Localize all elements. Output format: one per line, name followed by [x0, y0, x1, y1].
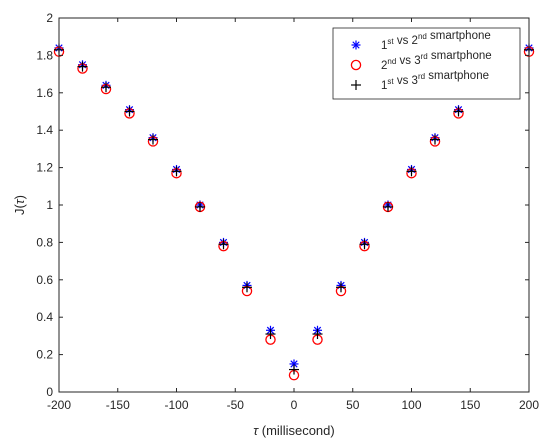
- y-tick-label: 0.4: [36, 310, 53, 324]
- x-tick-label: -50: [227, 398, 245, 412]
- data-point: [336, 282, 346, 293]
- data-point: [218, 239, 229, 250]
- y-tick-label: 0.8: [36, 235, 53, 249]
- data-point: [101, 82, 111, 93]
- data-point: [430, 134, 440, 145]
- x-axis-label-symbol: τ: [253, 423, 259, 438]
- data-point: [289, 364, 299, 375]
- y-tick-label: 1.6: [36, 86, 53, 100]
- data-point: [124, 106, 135, 117]
- x-axis-label-text: (millisecond): [262, 423, 335, 438]
- y-axis-label-symbol: τ: [12, 198, 27, 204]
- y-axis-label: J(τ): [12, 195, 27, 215]
- legend-label: 1st vs 2nd smartphone: [381, 30, 491, 52]
- data-point: [77, 61, 88, 72]
- data-point: [406, 166, 417, 177]
- legend-item-2: 2nd vs 3rd smartphone: [350, 50, 492, 72]
- legend-label: 1st vs 3rd smartphone: [381, 70, 489, 92]
- data-point: [195, 201, 205, 212]
- x-tick-label: 50: [346, 398, 360, 412]
- data-point: [359, 239, 370, 250]
- y-tick-label: 1.2: [36, 161, 53, 175]
- data-point: [171, 166, 182, 177]
- y-tick-label: 0.2: [36, 348, 53, 362]
- data-point: [383, 201, 393, 212]
- x-tick-label: 0: [291, 398, 298, 412]
- x-tick-label: 100: [401, 398, 421, 412]
- legend-marker: [351, 80, 361, 90]
- data-point: [453, 106, 464, 117]
- legend-marker: [351, 40, 361, 50]
- legend-marker: [350, 59, 362, 71]
- x-tick-label: 150: [460, 398, 480, 412]
- y-tick-label: 1: [46, 198, 53, 212]
- y-axis-label-prefix: J(: [12, 204, 27, 216]
- legend-box: [332, 27, 521, 100]
- x-axis-label: τ (millisecond): [253, 423, 334, 438]
- x-tick-label: -150: [106, 398, 130, 412]
- y-tick-label: 0: [46, 385, 53, 399]
- legend-label: 2nd vs 3rd smartphone: [381, 50, 492, 72]
- x-tick-label: -200: [47, 398, 71, 412]
- y-axis-label-suffix: ): [12, 195, 27, 199]
- data-point: [242, 282, 252, 293]
- y-ticks: 0 0.2 0.4 0.6 0.8 1 1.2 1.4 1.6 1.8 2: [36, 11, 529, 399]
- x-ticks: -200 -150 -100 -50 0 50 100 150 200: [47, 18, 539, 412]
- data-point: [265, 329, 276, 340]
- y-tick-label: 1.8: [36, 48, 53, 62]
- data-point: [148, 134, 158, 145]
- data-point: [312, 329, 323, 340]
- y-tick-label: 2: [46, 11, 53, 25]
- y-tick-label: 0.6: [36, 273, 53, 287]
- legend-item-3: 1st vs 3rd smartphone: [351, 70, 489, 92]
- x-tick-label: -100: [164, 398, 188, 412]
- x-tick-label: 200: [519, 398, 539, 412]
- y-tick-label: 1.4: [36, 123, 53, 137]
- legend-item-1: 1st vs 2nd smartphone: [351, 30, 491, 52]
